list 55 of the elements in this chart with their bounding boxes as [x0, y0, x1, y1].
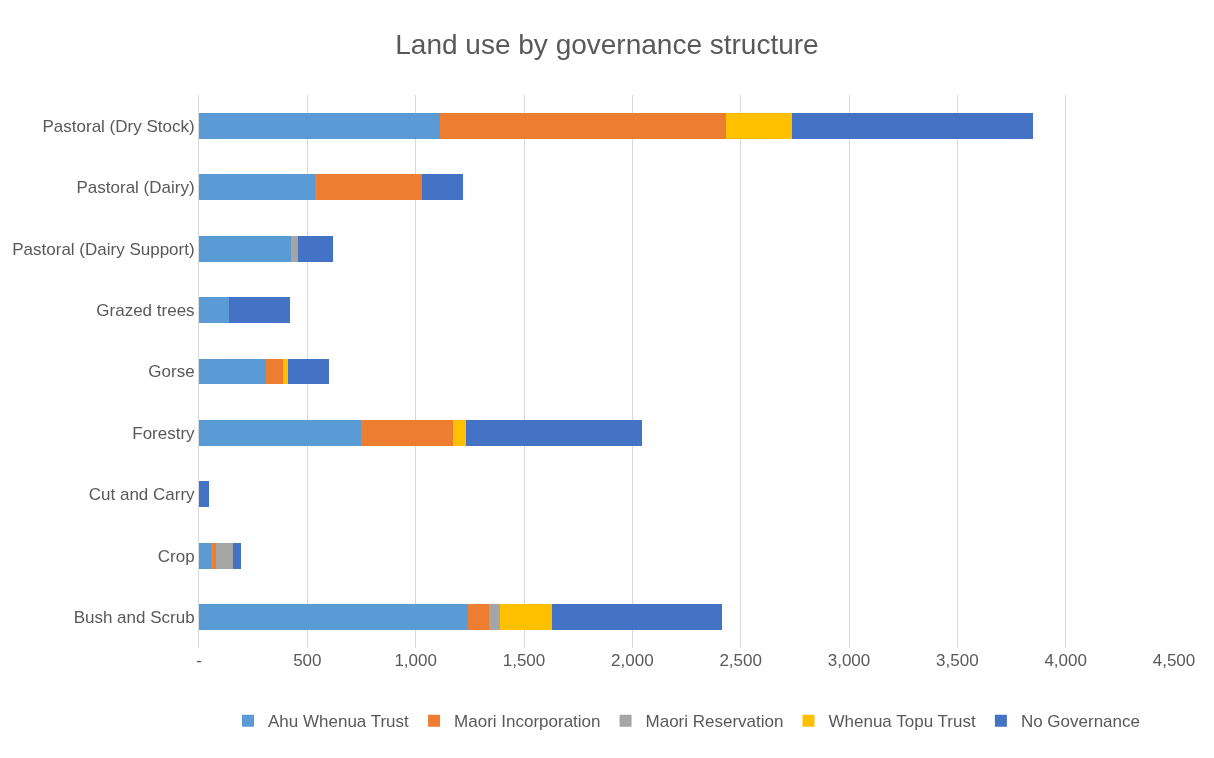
legend-label: Ahu Whenua Trust: [268, 712, 410, 732]
bar: [199, 112, 441, 139]
bar: [282, 358, 288, 385]
bar: [291, 235, 298, 262]
bar: [199, 420, 362, 446]
bar: [199, 358, 266, 385]
bar: [453, 420, 466, 446]
bar: [489, 604, 500, 631]
x-tick-label: 4,000: [1044, 651, 1087, 670]
bar: [421, 174, 464, 201]
x-tick-label: 3,500: [936, 651, 979, 670]
legend-label: Maori Incorporation: [454, 712, 601, 732]
bar: [440, 112, 726, 139]
y-tick-label: Forestry: [132, 423, 196, 443]
bar: [467, 604, 490, 631]
y-tick-label: Grazed trees: [96, 301, 195, 321]
x-tick-label: 2,500: [719, 651, 762, 670]
legend-label: No Governance: [1020, 712, 1140, 732]
y-tick-label: Gorse: [148, 362, 195, 382]
bar: [297, 235, 333, 262]
bar: [232, 542, 242, 569]
bar: [199, 297, 229, 323]
x-tick-label: 1,500: [502, 651, 546, 670]
chart-title: Land use by governance structure: [395, 28, 819, 60]
bar: [361, 420, 454, 446]
bar: [287, 358, 329, 385]
bar: [199, 174, 316, 201]
bar: [199, 481, 210, 508]
bar: [499, 604, 552, 631]
bar: [199, 235, 292, 262]
y-tick-label: Pastoral (Dry Stock): [42, 116, 195, 136]
x-tick-label: 2,000: [611, 651, 654, 670]
x-tick-label: 1,000: [394, 651, 437, 670]
bar: [228, 297, 290, 323]
x-tick-label: 3,000: [827, 651, 871, 670]
bar: [199, 604, 468, 631]
bar: [199, 542, 212, 569]
bar: [315, 174, 422, 201]
x-tick-label: 4,500: [1152, 651, 1196, 670]
y-tick-label: Cut and Carry: [88, 485, 196, 505]
y-tick-label: Crop: [157, 546, 195, 566]
y-tick-label: Pastoral (Dairy Support): [12, 239, 195, 259]
bar: [211, 542, 216, 569]
legend-label: Maori Reservation: [645, 712, 784, 732]
bar: [551, 604, 723, 631]
y-tick-label: Pastoral (Dairy): [76, 178, 195, 198]
bar: [725, 112, 793, 139]
x-tick-label: 500: [293, 651, 322, 670]
x-tick-label: -: [196, 651, 202, 670]
bar: [465, 420, 643, 446]
bar: [215, 542, 233, 569]
legend-label: Whenua Topu Trust: [828, 712, 976, 732]
y-tick-label: Bush and Scrub: [73, 608, 195, 628]
bar: [265, 358, 283, 385]
bar: [792, 112, 1033, 139]
